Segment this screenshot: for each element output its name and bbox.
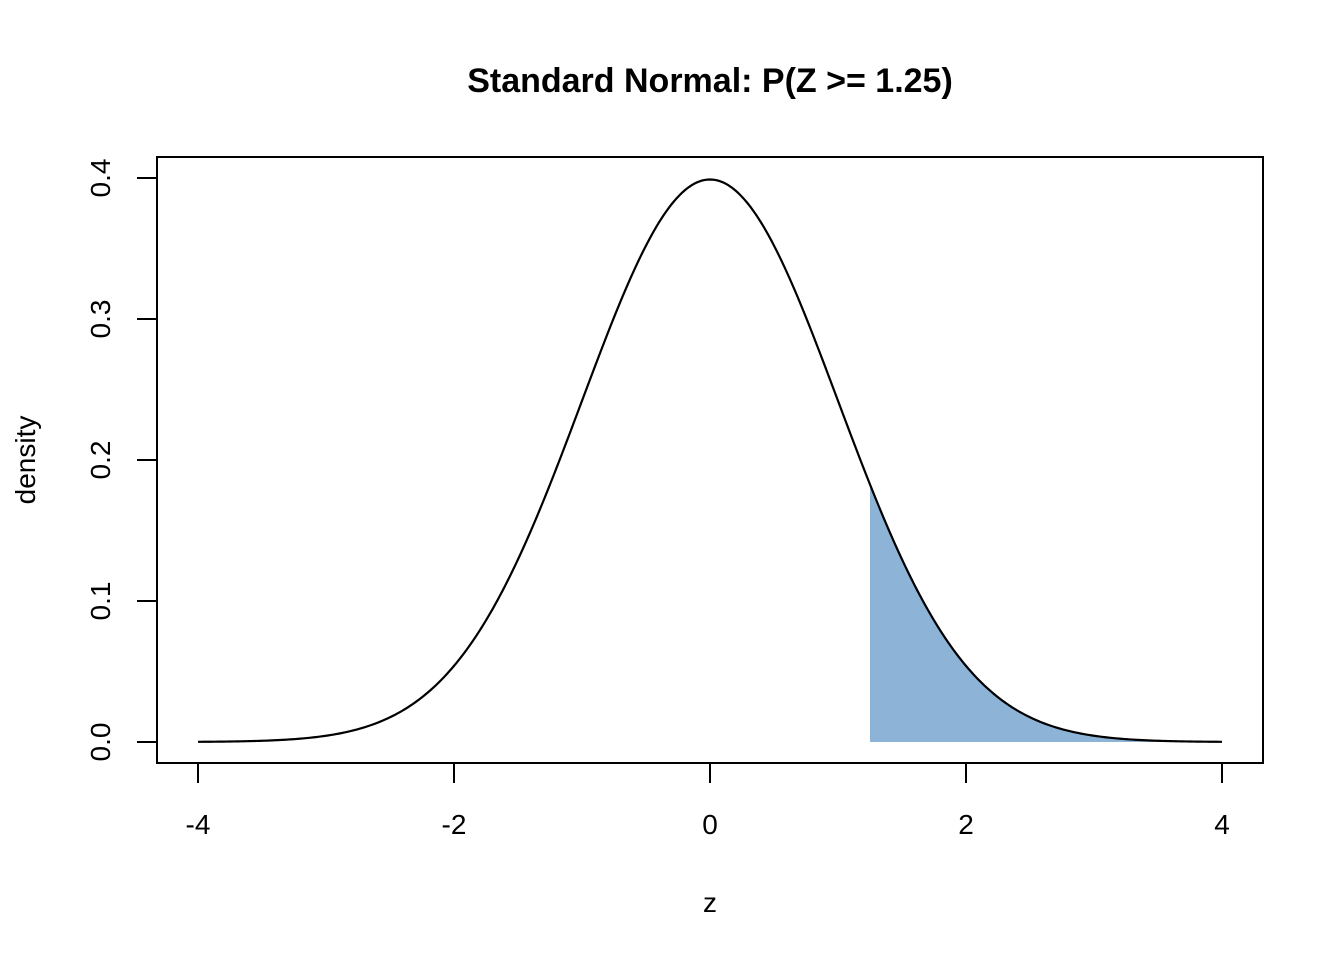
y-tick-label: 0.1 <box>85 582 116 621</box>
plot-area <box>156 156 1264 764</box>
y-axis: 0.0 0.1 0.2 0.3 0.4 <box>85 159 158 762</box>
density-curve <box>197 178 1223 743</box>
shaded-tail-area <box>870 484 1222 742</box>
chart-title: Standard Normal: P(Z >= 1.25) <box>467 62 953 100</box>
y-tick-label: 0.4 <box>85 159 116 198</box>
plot-frame <box>156 156 1264 764</box>
y-tick-label: 0.2 <box>85 441 116 480</box>
x-axis-label: z <box>703 887 717 918</box>
x-tick-label: -2 <box>442 809 467 840</box>
x-tick-label: 2 <box>958 809 974 840</box>
x-tick-label: 4 <box>1214 809 1230 840</box>
y-tick-label: 0.0 <box>85 723 116 762</box>
y-tick-label: 0.3 <box>85 300 116 339</box>
x-tick-label: 0 <box>702 809 718 840</box>
x-axis: -4 -2 0 2 4 <box>186 762 1230 840</box>
x-tick-label: -4 <box>186 809 211 840</box>
y-axis-label: density <box>10 416 41 505</box>
